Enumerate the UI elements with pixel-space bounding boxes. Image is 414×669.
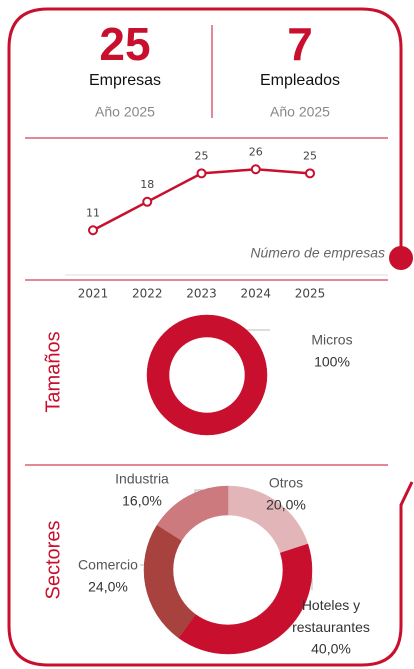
slice — [156, 485, 229, 541]
slice — [146, 314, 268, 436]
kpi-label: Empresas — [89, 72, 161, 89]
kpi-value: 7 — [287, 18, 313, 70]
slice-value: 24,0% — [88, 579, 128, 595]
slice — [143, 524, 197, 639]
data-label: 18 — [140, 178, 154, 191]
slice-label: Comercio — [78, 557, 138, 573]
slice-value: 16,0% — [122, 493, 162, 509]
point — [142, 196, 153, 207]
slice-value: 20,0% — [266, 497, 306, 513]
slice-label-box: Hoteles y restaurantes — [292, 597, 370, 635]
data-label: 25 — [195, 149, 209, 162]
data-label: 11 — [86, 206, 100, 219]
kpi-sub: Año 2025 — [270, 104, 330, 120]
x-tick-label: 2025 — [295, 287, 326, 301]
point — [88, 225, 98, 236]
x-tick-label: 2021 — [78, 287, 109, 301]
x-tick-label: 2022 — [132, 287, 163, 301]
x-tick-label: 2023 — [186, 287, 217, 301]
chart-title: Sectores — [42, 521, 64, 600]
point — [305, 168, 315, 179]
annotation: Número de empresas — [250, 245, 385, 261]
frame-dot — [389, 246, 413, 270]
data-label: 25 — [303, 149, 317, 162]
slice — [178, 543, 313, 655]
data-label: 26 — [249, 145, 263, 158]
slice-label: Otros — [269, 475, 303, 491]
slice-label: Industria — [115, 471, 169, 487]
slice-label: Micros — [311, 332, 352, 348]
slice-value: 100% — [314, 354, 350, 370]
kpi-sub: Año 2025 — [95, 104, 155, 120]
point — [250, 164, 261, 175]
line — [92, 168, 311, 232]
slice-value: 40,0% — [311, 641, 351, 657]
kpi-label: Empleados — [260, 72, 340, 89]
point — [196, 168, 207, 179]
chart-title: Tamaños — [42, 331, 64, 412]
kpi-value: 25 — [99, 18, 150, 70]
x-tick-label: 2024 — [240, 287, 271, 301]
frame — [7, 7, 414, 667]
slice-label: Hoteles y restaurantes — [292, 597, 370, 635]
